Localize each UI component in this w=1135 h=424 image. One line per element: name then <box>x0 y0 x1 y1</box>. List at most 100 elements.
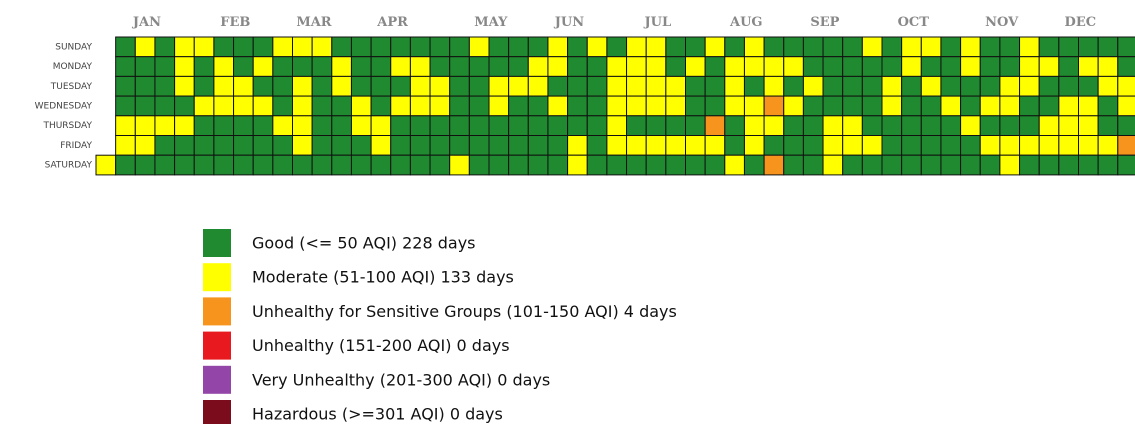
day-cell <box>1038 75 1060 97</box>
day-cell <box>1058 95 1079 117</box>
day-cell <box>901 115 922 137</box>
day-cell <box>174 95 195 117</box>
day-cell <box>272 154 294 176</box>
day-cell <box>861 154 883 176</box>
day-cell <box>881 95 903 117</box>
day-cell <box>822 154 844 176</box>
day-cell <box>213 75 235 97</box>
day-cell <box>409 75 431 97</box>
day-cell <box>626 75 647 97</box>
day-cell <box>802 56 824 77</box>
day-cell <box>331 135 352 156</box>
day-cell <box>213 135 235 156</box>
day-cell <box>1117 154 1135 176</box>
day-cell <box>468 135 490 156</box>
day-cell <box>960 135 981 156</box>
day-cell <box>154 75 176 97</box>
day-cell <box>586 95 608 117</box>
day-cell <box>252 95 274 117</box>
month-label: FEB <box>220 15 250 30</box>
day-cell <box>999 56 1021 77</box>
legend-swatch <box>203 297 231 326</box>
day-cell <box>1058 135 1079 156</box>
day-cell <box>508 154 529 176</box>
day-cell <box>1058 56 1079 77</box>
day-cell <box>292 56 313 77</box>
month-label: AUG <box>729 15 763 30</box>
day-cell <box>233 56 254 77</box>
day-cell <box>665 154 686 176</box>
day-cell <box>1078 36 1099 58</box>
weekday-label: TUESDAY <box>50 82 93 92</box>
day-cell <box>429 95 451 117</box>
day-cell <box>606 36 628 58</box>
day-cell <box>645 75 667 97</box>
day-cell <box>802 115 824 137</box>
day-cell <box>881 75 903 97</box>
day-cell <box>724 56 745 77</box>
day-cell <box>449 75 470 97</box>
day-cell <box>508 75 529 97</box>
day-cell <box>626 135 647 156</box>
day-cell <box>311 36 333 58</box>
day-cell <box>626 154 647 176</box>
day-cell <box>213 36 235 58</box>
day-cell <box>861 95 883 117</box>
day-cell <box>861 56 883 77</box>
day-cell <box>1019 154 1040 176</box>
day-cell <box>1097 115 1119 137</box>
day-cell <box>292 36 313 58</box>
day-cell <box>979 56 1001 77</box>
day-cell <box>527 75 549 97</box>
day-cell <box>1038 135 1060 156</box>
day-cell <box>429 135 451 156</box>
day-cell <box>842 135 863 156</box>
day-cell <box>842 75 863 97</box>
day-cell <box>1117 36 1135 58</box>
day-cell <box>370 56 392 77</box>
day-cell <box>272 135 294 156</box>
day-cell <box>979 115 1001 137</box>
day-cell <box>1078 115 1099 137</box>
day-cell <box>429 115 451 137</box>
day-cell <box>704 75 726 97</box>
day-cell <box>1117 115 1135 137</box>
day-cell <box>547 135 569 156</box>
day-cell <box>685 36 706 58</box>
day-cell <box>567 135 588 156</box>
day-cell <box>527 135 549 156</box>
day-cell <box>154 36 176 58</box>
day-cell <box>547 95 569 117</box>
day-cell <box>213 115 235 137</box>
day-cell <box>842 95 863 117</box>
day-cell <box>783 154 804 176</box>
day-cell <box>1097 75 1119 97</box>
day-cell <box>979 154 1001 176</box>
day-cell <box>822 75 844 97</box>
legend-swatch <box>203 331 231 360</box>
day-cell <box>311 56 333 77</box>
day-cell <box>586 75 608 97</box>
day-cell <box>390 56 411 77</box>
day-cell <box>802 95 824 117</box>
day-cell <box>390 115 411 137</box>
day-cell <box>724 115 745 137</box>
day-cell <box>350 75 372 97</box>
day-cell <box>233 75 254 97</box>
day-cell <box>134 115 156 137</box>
day-cell <box>429 75 451 97</box>
day-cell <box>468 115 490 137</box>
day-cell <box>134 95 156 117</box>
day-cell <box>685 56 706 77</box>
day-cell <box>252 36 274 58</box>
day-cell <box>429 56 451 77</box>
day-cell <box>1078 75 1099 97</box>
month-label: MAR <box>296 15 331 30</box>
day-cell <box>252 135 274 156</box>
day-cell <box>488 36 510 58</box>
day-cell <box>783 56 804 77</box>
day-cell <box>292 115 313 137</box>
day-cell <box>901 135 922 156</box>
day-cell <box>527 56 549 77</box>
day-cell <box>783 36 804 58</box>
